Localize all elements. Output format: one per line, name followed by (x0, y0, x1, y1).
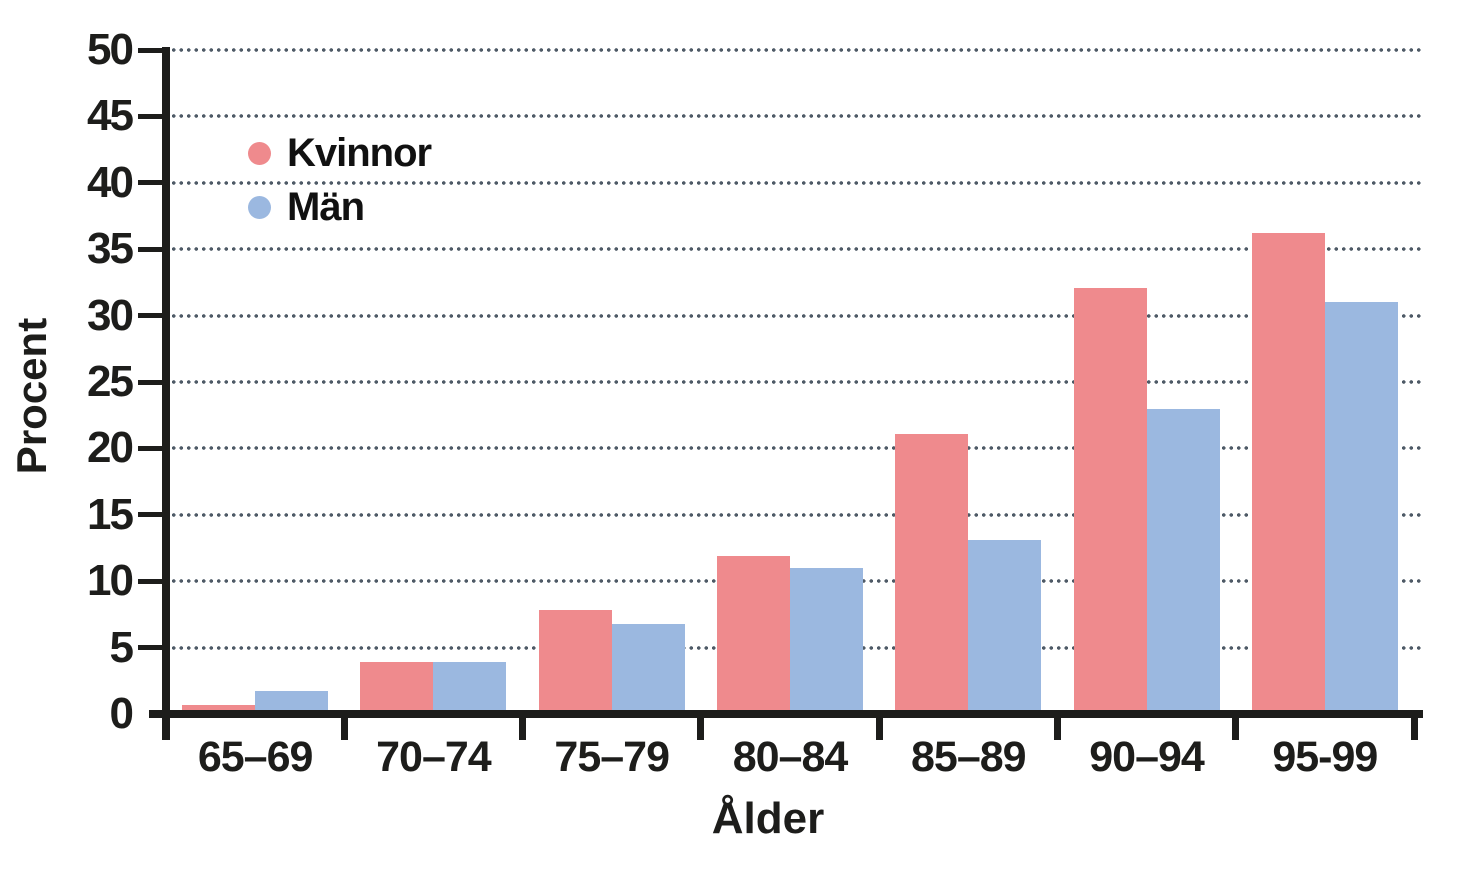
y-tick-35 (138, 246, 170, 252)
x-boundary-tick-4 (875, 710, 883, 740)
legend-item-kvinnor: Kvinnor (248, 130, 432, 176)
y-tick-label-45: 45 (87, 91, 134, 141)
x-tick-label-1: 65–69 (197, 733, 314, 781)
gridline-20 (170, 446, 1423, 451)
x-tick-label-2: 70–74 (376, 733, 492, 781)
x-tick-label-3: 75–79 (554, 733, 670, 781)
y-tick-label-20: 20 (87, 423, 134, 473)
y-tick-label-10: 10 (87, 556, 134, 606)
kvinnor-color-dot-icon (248, 141, 271, 165)
legend-label-kvinnor: Kvinnor (287, 131, 432, 175)
gridline-30 (170, 313, 1423, 318)
gridline-50 (170, 48, 1423, 52)
gridline-25 (170, 380, 1423, 384)
x-tick-label-7: 95-99 (1272, 733, 1378, 781)
y-tick-20 (138, 445, 170, 451)
bar-män-85–89 (968, 540, 1042, 714)
bar-män-80–84 (790, 567, 863, 714)
x-boundary-tick-6 (1232, 710, 1240, 740)
y-tick-label-15: 15 (87, 489, 134, 539)
bar-kvinnor-85–89 (895, 433, 969, 714)
bar-kvinnor-95-99 (1251, 233, 1325, 714)
y-tick-label-50: 50 (87, 25, 134, 74)
y-tick-label-0: 0 (109, 689, 134, 738)
gridline-45 (170, 114, 1423, 119)
bar-män-90–94 (1146, 408, 1220, 714)
y-tick-15 (138, 512, 170, 518)
legend-label-man: Män (287, 185, 365, 229)
x-tick-label-6: 90–94 (1089, 733, 1205, 781)
bar-kvinnor-90–94 (1073, 287, 1147, 714)
bar-kvinnor-70–74 (360, 662, 434, 714)
x-boundary-tick-3 (697, 710, 705, 740)
x-axis-title: Ålder (711, 794, 825, 843)
y-tick-label-25: 25 (87, 357, 134, 406)
x-tick-label-5: 85–89 (910, 733, 1027, 781)
x-boundary-tick-1 (340, 710, 348, 740)
bar-kvinnor-65–69 (182, 704, 256, 714)
bar-män-70–74 (433, 662, 507, 714)
gridline-15 (170, 512, 1423, 517)
y-tick-45 (138, 113, 170, 119)
bar-män-65–69 (255, 691, 329, 714)
x-tick-label-4: 80–84 (732, 733, 849, 781)
x-boundary-tick-2 (519, 710, 527, 740)
y-tick-25 (138, 379, 170, 385)
y-tick-40 (138, 180, 170, 186)
bar-män-75–79 (611, 623, 685, 714)
man-color-dot-icon (248, 195, 271, 219)
y-tick-30 (138, 313, 170, 319)
y-tick-50 (138, 47, 170, 53)
y-tick-10 (138, 578, 170, 584)
x-axis-line (149, 710, 1423, 718)
bar-män-95-99 (1324, 302, 1398, 714)
y-tick-label-5: 5 (109, 622, 134, 672)
x-boundary-tick-7 (1410, 710, 1418, 740)
y-tick-label-40: 40 (87, 157, 134, 207)
y-tick-5 (138, 645, 170, 651)
bar-kvinnor-80–84 (717, 555, 790, 714)
legend: Kvinnor Män (248, 130, 432, 230)
x-boundary-tick-5 (1053, 710, 1061, 740)
legend-item-man: Män (248, 184, 431, 230)
y-tick-label-30: 30 (87, 290, 134, 340)
gridline-35 (170, 247, 1423, 252)
y-axis-line (162, 47, 170, 740)
y-tick-label-35: 35 (87, 224, 134, 274)
gridline-40 (170, 180, 1423, 185)
bar-kvinnor-75–79 (538, 610, 612, 714)
